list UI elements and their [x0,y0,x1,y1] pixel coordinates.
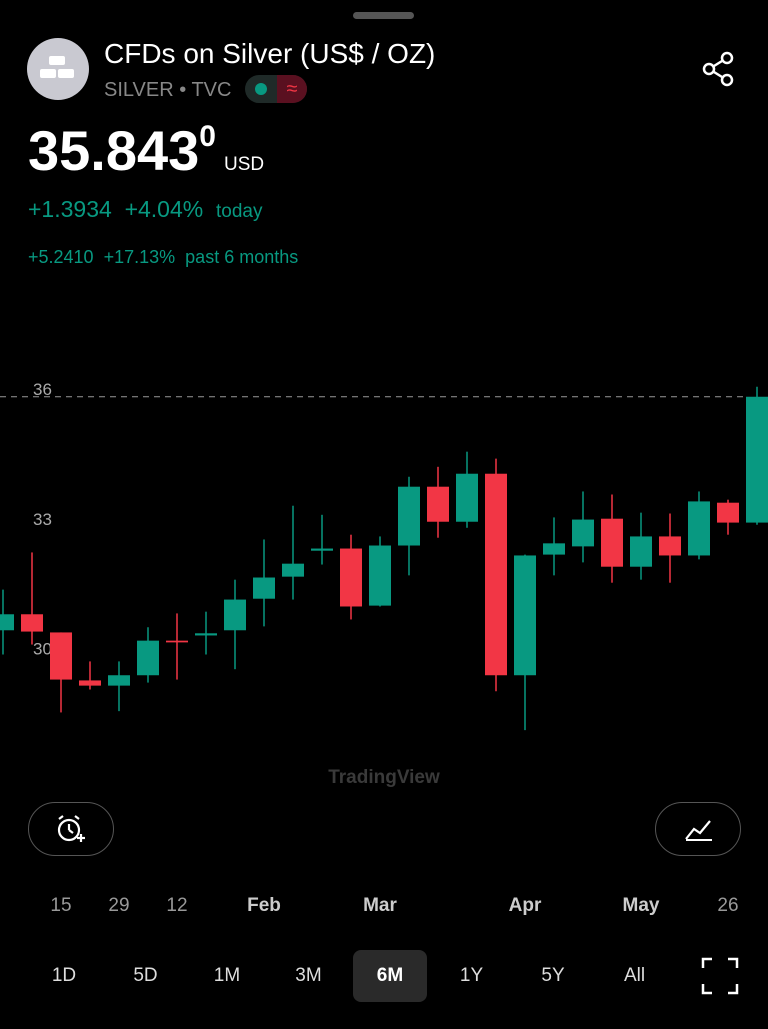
change-period: today [216,201,263,222]
candle-body [224,599,246,631]
candle-body [369,545,391,606]
exchange: TVC [191,79,232,101]
candle-body [195,633,217,636]
change: +1.3934 [28,196,112,222]
timeframe-button[interactable]: 5Y [541,965,565,986]
candle-body [659,536,681,556]
candle-body [746,396,768,523]
candle-body [282,563,304,577]
y-tick-label: 36 [33,380,52,399]
period-change: +5.2410 [28,247,94,267]
candle-body [50,632,72,680]
candle-body [166,640,188,643]
x-tick-label: Feb [247,895,281,916]
status-wave: ≈ [277,75,307,103]
symbol-icon [27,38,89,100]
candle-body [543,543,565,555]
period-label: past 6 months [185,247,299,267]
candle-body [630,536,652,567]
fullscreen-button[interactable] [700,956,740,996]
timeframe-button[interactable]: All [623,965,646,986]
chart: TradingView 30 33 36 15 29 12 Feb Mar Apr May 26 [0,380,768,916]
timeframe-button[interactable]: 1Y [459,965,484,986]
x-tick-label: May [623,895,660,916]
change-pct: +4.04% [124,196,204,222]
candle-body [485,473,507,676]
candle-body [514,555,536,676]
candle-body [79,680,101,686]
period-change-pct: +17.13% [103,247,176,267]
alert-icon [57,815,85,842]
price-line: 35.8430 USD [28,118,264,183]
candle-body [601,518,623,567]
x-tick-label: 15 [50,895,71,916]
y-tick-label: 30 [33,640,52,659]
watermark: TradingView [328,767,440,788]
price: 35.843 [28,119,200,182]
timeframe-button[interactable]: 5D [133,965,158,986]
candle-body [21,614,43,632]
status-dot [255,83,267,95]
x-tick-label: 26 [717,895,738,916]
chart-style-icon [685,820,712,841]
timeframe-button[interactable]: 6M [353,950,427,1002]
icon-bars [40,56,74,78]
alert-button[interactable] [28,802,114,856]
symbol-line: SILVER • TVC [104,79,232,101]
share-button[interactable] [700,50,740,90]
candle-body [427,486,449,522]
x-tick-label: 29 [108,895,129,916]
price-sup: 0 [199,120,216,153]
timeframe-button[interactable]: 1M [213,965,241,986]
candle-body [340,548,362,607]
symbol: SILVER [104,79,174,101]
y-tick-label: 33 [33,510,52,529]
candle-body [688,501,710,556]
period-line: +5.2410 +17.13% past 6 months [28,247,298,268]
change-line: +1.3934 +4.04% today [28,196,262,223]
candle-body [572,519,594,547]
timeframe-button[interactable]: 3M [295,965,322,986]
currency: USD [223,154,265,175]
status-badge: ≈ [245,75,307,103]
timeframe-button[interactable]: 1D [51,965,77,986]
candle-body [398,486,420,546]
x-tick-label: 12 [166,895,187,916]
candle-body [311,548,333,551]
candle-body [456,473,478,522]
candle-body [717,502,739,523]
candle-body [0,614,14,631]
chart-style-button[interactable] [655,802,741,856]
candle-body [253,577,275,599]
x-tick-label: Mar [363,895,397,916]
candle-body [108,675,130,686]
x-tick-label: Apr [509,895,542,916]
title: CFDs on Silver (US$ / OZ) [104,38,436,69]
candle-body [137,640,159,676]
drag-handle [353,12,414,19]
